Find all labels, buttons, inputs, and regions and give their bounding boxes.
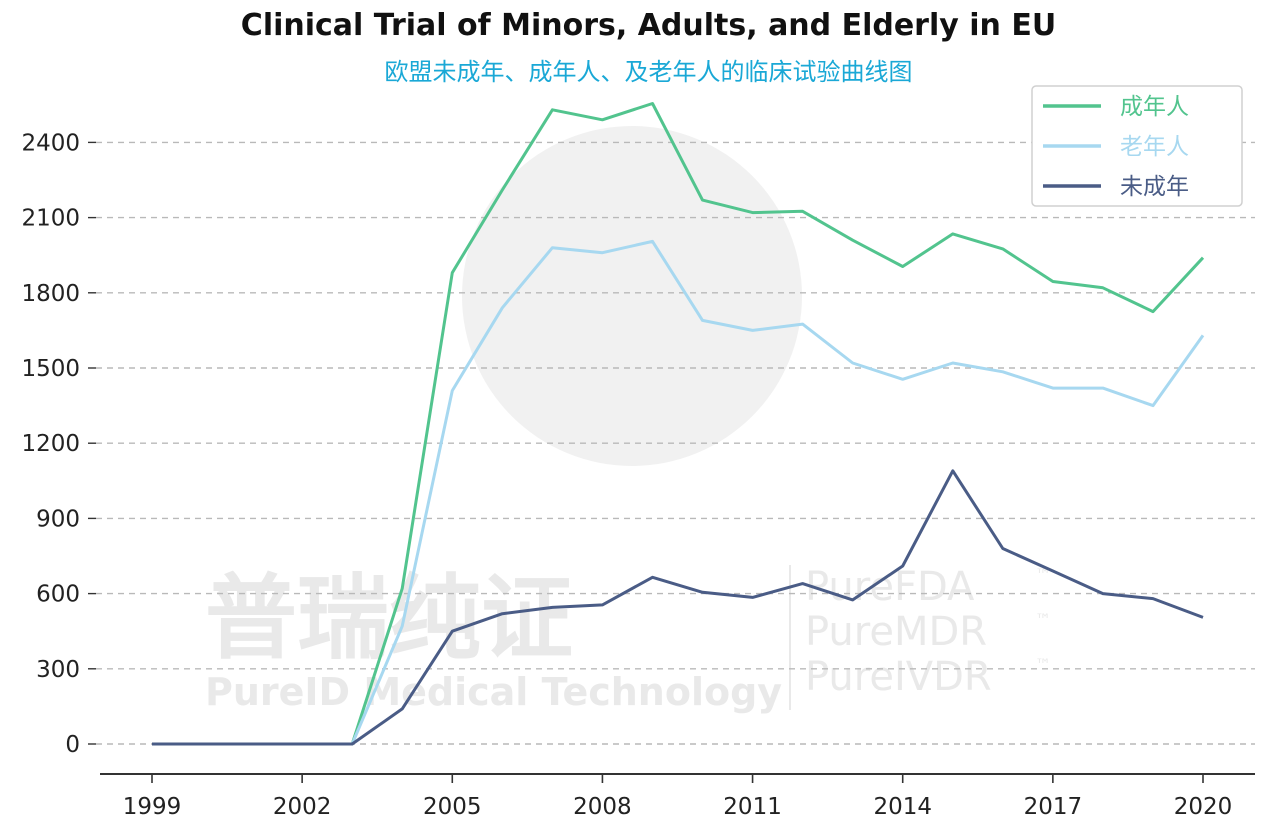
series-lines xyxy=(152,102,1205,746)
xtick-label-2008: 2008 xyxy=(573,794,632,820)
watermark-brand-1: PureMDR xyxy=(805,609,987,655)
ytick-label-2100: 2100 xyxy=(21,206,80,232)
ytick-label-0: 0 xyxy=(65,732,80,758)
ytick-label-900: 900 xyxy=(36,506,80,532)
xtick-label-2014: 2014 xyxy=(873,794,932,820)
ytick-label-1200: 1200 xyxy=(21,431,80,457)
ytick-label-2400: 2400 xyxy=(21,130,80,156)
watermark-brand-2: PureIVDR xyxy=(805,654,992,700)
ytick-label-1800: 1800 xyxy=(21,281,80,307)
xtick-label-2017: 2017 xyxy=(1024,794,1083,820)
legend-label-1: 老年人 xyxy=(1120,134,1189,160)
chart-subtitle: 欧盟未成年、成年人、及老年人的临床试验曲线图 xyxy=(384,58,913,86)
legend-box xyxy=(1031,85,1243,207)
axes: 0 300 600 900 1200 1500 1800 2100 2400 1999 2002 20… xyxy=(21,130,1255,820)
ytick-label-600: 600 xyxy=(36,582,80,608)
xtick-label-1999: 1999 xyxy=(123,794,182,820)
xtick-label-2002: 2002 xyxy=(273,794,332,820)
watermark-logo-circle xyxy=(462,126,802,466)
legend-label-0: 成年人 xyxy=(1120,94,1189,120)
xtick-label-2011: 2011 xyxy=(723,794,782,820)
legend-label-2: 未成年 xyxy=(1120,174,1189,200)
xtick-label-2020: 2020 xyxy=(1174,794,1233,820)
watermark-brand-0: PureFDA xyxy=(805,564,975,610)
chart-title: Clinical Trial of Minors, Adults, and El… xyxy=(240,8,1057,43)
watermark-english-text: PureID Medical Technology xyxy=(205,670,782,714)
watermark-tm-1: ™ xyxy=(1035,610,1051,629)
series-line-2 xyxy=(152,469,1204,746)
watermark-tm-2: ™ xyxy=(1035,655,1051,674)
xtick-label-2005: 2005 xyxy=(423,794,482,820)
ytick-label-300: 300 xyxy=(36,657,80,683)
ytick-label-1500: 1500 xyxy=(21,356,80,382)
